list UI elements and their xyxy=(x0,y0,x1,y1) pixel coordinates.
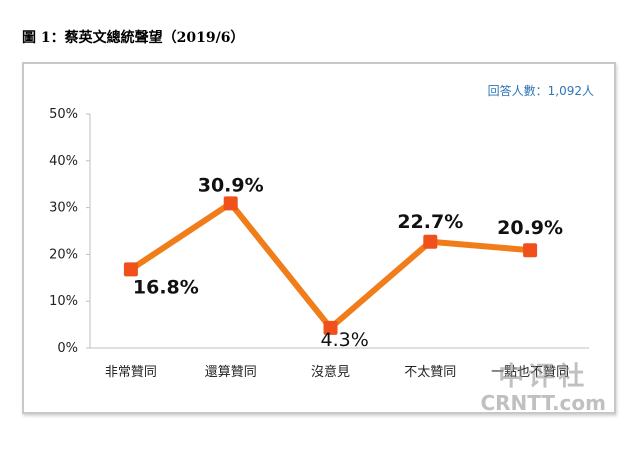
data-point-marker xyxy=(423,234,438,249)
data-label: 4.3% xyxy=(321,329,369,351)
series-line xyxy=(129,200,531,331)
data-point-marker xyxy=(323,320,338,335)
y-tick-label: 40% xyxy=(49,154,78,169)
watermark-latin: CRNTT.com xyxy=(480,391,606,415)
data-label: 20.9% xyxy=(497,217,563,239)
chart-container: 回答人數：1,092人 0% 10% 20% 30% 40% 50% 非常贊同 還算贊同 沒意見… xyxy=(22,62,616,415)
data-point-marker xyxy=(523,243,538,258)
data-label: 22.7% xyxy=(397,211,463,233)
x-tick-label: 沒意見 xyxy=(311,364,350,380)
data-label: 16.8% xyxy=(133,276,199,298)
x-tick-label: 還算贊同 xyxy=(205,365,257,380)
x-tick-label: 一點也不贊同 xyxy=(491,365,569,380)
watermark-chinese: 中评社 xyxy=(498,362,589,392)
y-tick-label: 10% xyxy=(49,294,78,309)
data-point-marker xyxy=(223,196,238,211)
y-tick-label: 30% xyxy=(49,201,78,216)
data-label: 30.9% xyxy=(198,174,264,196)
x-tick-label: 非常贊同 xyxy=(105,365,157,380)
line-chart: 0% 10% 20% 30% 40% 50% 非常贊同 還算贊同 沒意見 不太贊同 一點也不贊同 16… xyxy=(49,107,589,380)
data-point-marker xyxy=(123,262,138,277)
watermark: 中评社 CRNTT.com xyxy=(480,356,606,415)
figure-title: 圖 1：蔡英文總統聲望（2019/6） xyxy=(22,30,245,46)
x-tick-label: 不太贊同 xyxy=(404,365,456,380)
y-tick-label: 20% xyxy=(49,247,78,262)
y-tick-label: 50% xyxy=(49,107,78,122)
y-tick-label: 0% xyxy=(57,341,78,356)
respondents-note: 回答人數：1,092人 xyxy=(487,84,594,98)
